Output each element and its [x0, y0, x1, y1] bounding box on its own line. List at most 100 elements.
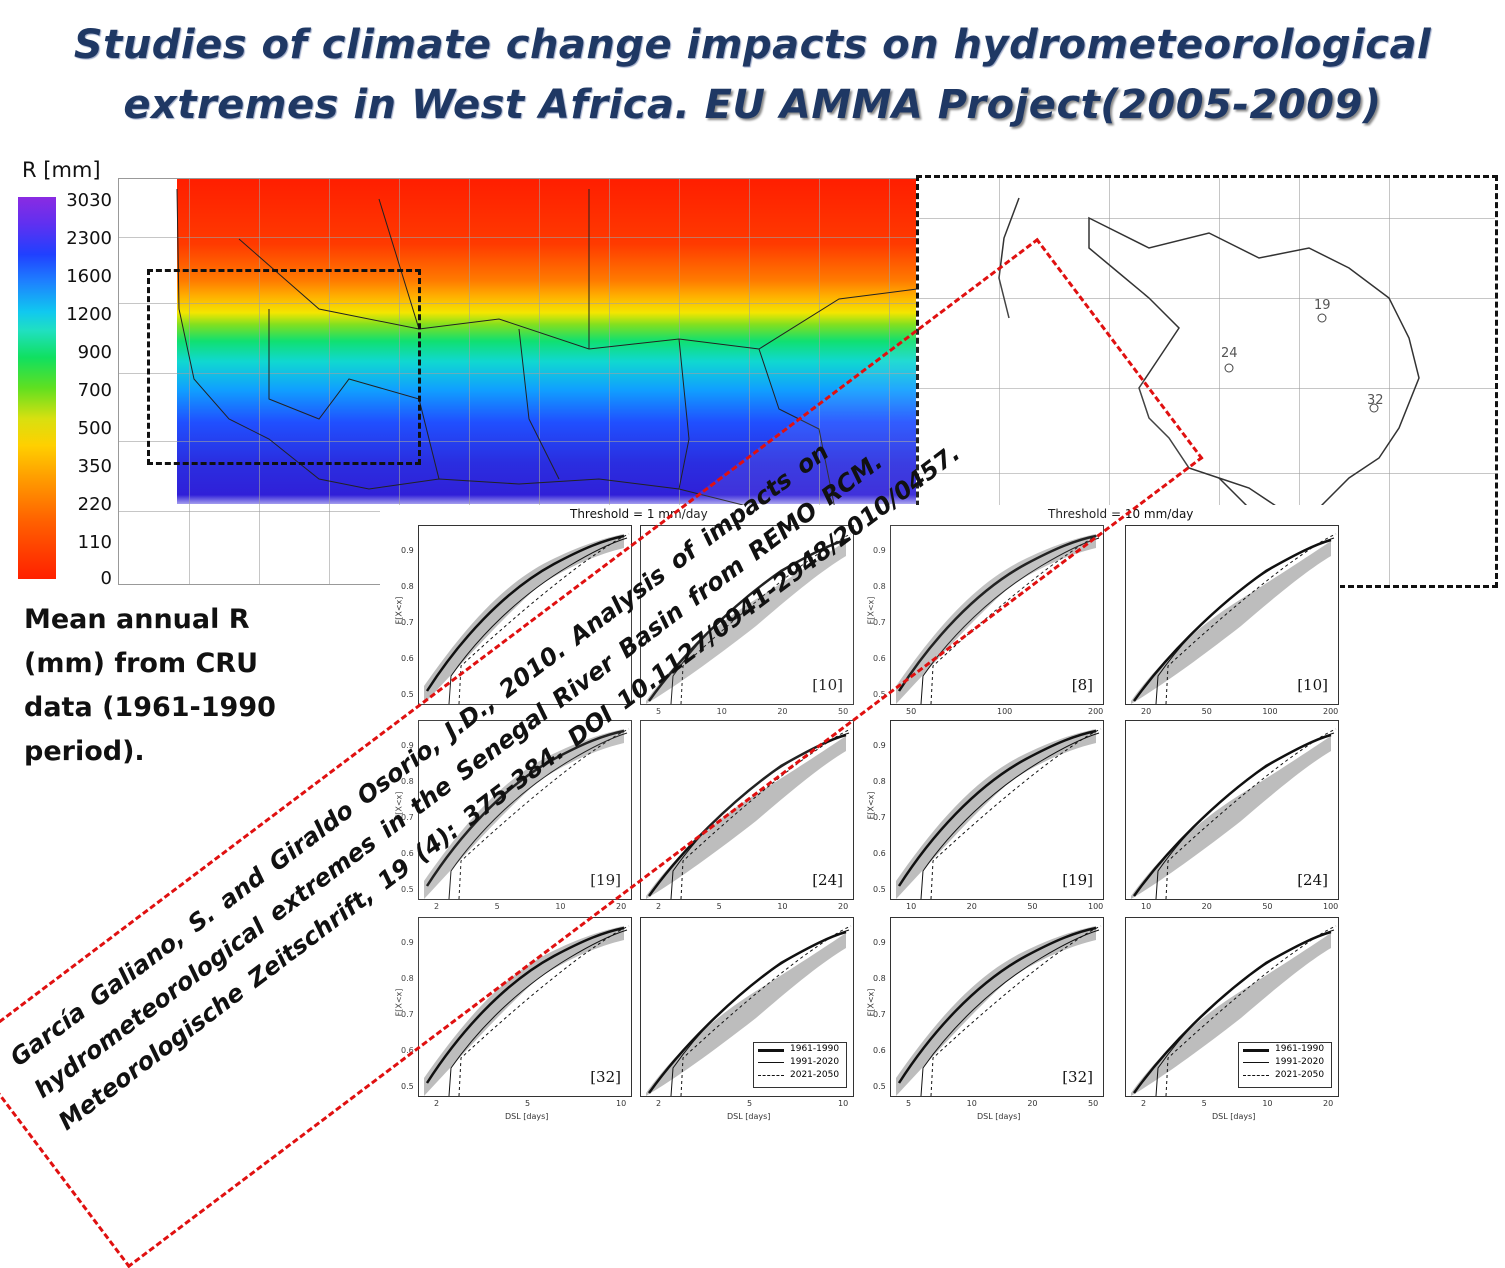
x-tick-label: 20	[616, 902, 627, 911]
y-axis-label: F[X<x]	[394, 791, 404, 820]
station-label: 19	[1314, 298, 1331, 313]
station-id-label: [32]	[1062, 1068, 1093, 1086]
y-tick-label: 0.9	[401, 938, 414, 947]
cdf-panel: [10] 5 10 20 50	[640, 525, 854, 716]
x-tick-label: 5	[494, 902, 500, 911]
y-tick-label: 0.9	[401, 741, 414, 750]
y-axis-label: F[X<x]	[394, 596, 404, 625]
legend-entry: 1991-2020	[754, 1056, 846, 1069]
x-tick-label: 2	[656, 902, 662, 911]
colorbar-tick: 1200	[66, 304, 112, 325]
x-tick-label: 2	[656, 1099, 662, 1108]
x-tick-label: 2	[434, 1099, 440, 1108]
slide-title-line1: Studies of climate change impacts on hyd…	[73, 22, 1432, 68]
x-tick-label: 50	[1201, 707, 1212, 716]
x-axis-label: DSL [days]	[977, 1112, 1021, 1121]
x-tick-label: 50	[838, 707, 849, 716]
cdf-panel: 0.9 0.8 0.7 0.6 0.5 F[X<x]	[394, 525, 632, 705]
x-tick-label: 5	[716, 902, 722, 911]
x-tick-label: 100	[1323, 902, 1339, 911]
legend-entry: 1961-1990	[754, 1043, 846, 1056]
x-tick-label: 50	[1262, 902, 1273, 911]
x-axis-label: DSL [days]	[727, 1112, 771, 1121]
colorbar-tick: 3030	[66, 190, 112, 211]
x-tick-label: 10	[616, 1099, 627, 1108]
station-id-label: [24]	[1297, 871, 1328, 889]
cdf-curves	[424, 533, 630, 704]
station-label: 32	[1367, 393, 1384, 408]
legend-entry: 2021-2050	[754, 1069, 846, 1082]
x-tick-label: 2	[1141, 1099, 1147, 1108]
x-tick-label: 20	[777, 707, 788, 716]
legend-entry: 1961-1990	[1239, 1043, 1331, 1056]
x-axis-label: DSL [days]	[505, 1112, 549, 1121]
y-tick-label: 0.8	[401, 974, 414, 983]
y-tick-label: 0.5	[401, 885, 414, 894]
station-id-label: [19]	[1062, 871, 1093, 889]
y-axis-label: F[X<x]	[394, 988, 404, 1017]
y-tick-label: 0.6	[873, 1046, 886, 1055]
y-tick-label: 0.8	[873, 974, 886, 983]
cdf-plot-grid: Threshold = 1 mm/day Threshold = 10 mm/d…	[380, 505, 1340, 1127]
x-tick-label: 10	[966, 1099, 977, 1108]
y-tick-label: 0.7	[873, 618, 886, 627]
cdf-curves	[424, 925, 630, 1096]
project-highlight: EU AMMA Project(2005-2009)	[704, 82, 1382, 128]
x-tick-label: 5	[525, 1099, 531, 1108]
x-tick-label: 20	[1027, 1099, 1038, 1108]
x-tick-label: 100	[1088, 902, 1104, 911]
y-tick-label: 0.7	[873, 813, 886, 822]
cdf-panel: [19] 0.9 0.8 0.7 0.6 0.5 F[X<x] 10 20 50 100	[866, 720, 1104, 911]
colorbar-tick: 700	[77, 380, 112, 401]
x-tick-label: 5	[656, 707, 662, 716]
station-id-label: [10]	[812, 676, 843, 694]
colorbar-tick: 0	[100, 568, 112, 589]
x-tick-label: 200	[1088, 707, 1104, 716]
y-axis-label: F[X<x]	[866, 791, 876, 820]
cdf-panel: [32] 0.9 0.8 0.7 0.6 0.5 F[X<x] 2 5 10 DSL [days]	[394, 917, 632, 1121]
x-tick-label: 100	[997, 707, 1013, 716]
cdf-panel: [24] 2 5 10 20	[640, 720, 854, 911]
cdf-panel: [32] 0.9 0.8 0.7 0.6 0.5 F[X<x] 5 10 20 50 DSL [day…	[866, 917, 1104, 1121]
colorbar-tick: 500	[77, 418, 112, 439]
cdf-curves	[424, 728, 630, 899]
station-id-label: [8]	[1071, 676, 1093, 694]
x-tick-label: 20	[966, 902, 977, 911]
x-tick-label: 200	[1323, 707, 1339, 716]
x-tick-label: 20	[1141, 707, 1152, 716]
y-tick-label: 0.5	[873, 1082, 886, 1091]
y-tick-label: 0.6	[401, 654, 414, 663]
y-tick-label: 0.9	[873, 741, 886, 750]
y-tick-label: 0.8	[873, 582, 886, 591]
threshold-label-right: Threshold = 10 mm/day	[1048, 507, 1194, 521]
y-tick-label: 0.8	[401, 777, 414, 786]
x-tick-label: 5	[747, 1099, 753, 1108]
x-tick-label: 10	[716, 707, 727, 716]
cdf-curves	[896, 728, 1102, 899]
cdf-curves	[1131, 925, 1337, 1096]
y-tick-label: 0.6	[873, 654, 886, 663]
x-tick-label: 10	[1262, 1099, 1273, 1108]
x-tick-label: 10	[555, 902, 566, 911]
y-tick-label: 0.9	[401, 546, 414, 555]
x-tick-label: 2	[434, 902, 440, 911]
station-label: 24	[1221, 346, 1238, 361]
colorbar-tick: 900	[77, 342, 112, 363]
senegal-basin-highlight	[147, 269, 421, 465]
cdf-panel: [10] 20 50 100 200	[1125, 525, 1339, 716]
x-tick-label: 10	[1141, 902, 1152, 911]
colorbar-tick: 1600	[66, 266, 112, 287]
colorbar-tick: 2300	[66, 228, 112, 249]
y-tick-label: 0.7	[401, 618, 414, 627]
colorbar-unit: R [mm]	[22, 158, 101, 182]
y-tick-label: 0.5	[401, 1082, 414, 1091]
colorbar	[18, 197, 56, 579]
colorbar-tick: 110	[77, 532, 112, 553]
station-id-label: [24]	[812, 871, 843, 889]
slide-title-line2: extremes in West Africa. EU AMMA Project…	[0, 82, 1505, 128]
y-tick-label: 0.9	[873, 938, 886, 947]
station-id-label: [32]	[590, 1068, 621, 1086]
x-tick-label: 100	[1262, 707, 1278, 716]
